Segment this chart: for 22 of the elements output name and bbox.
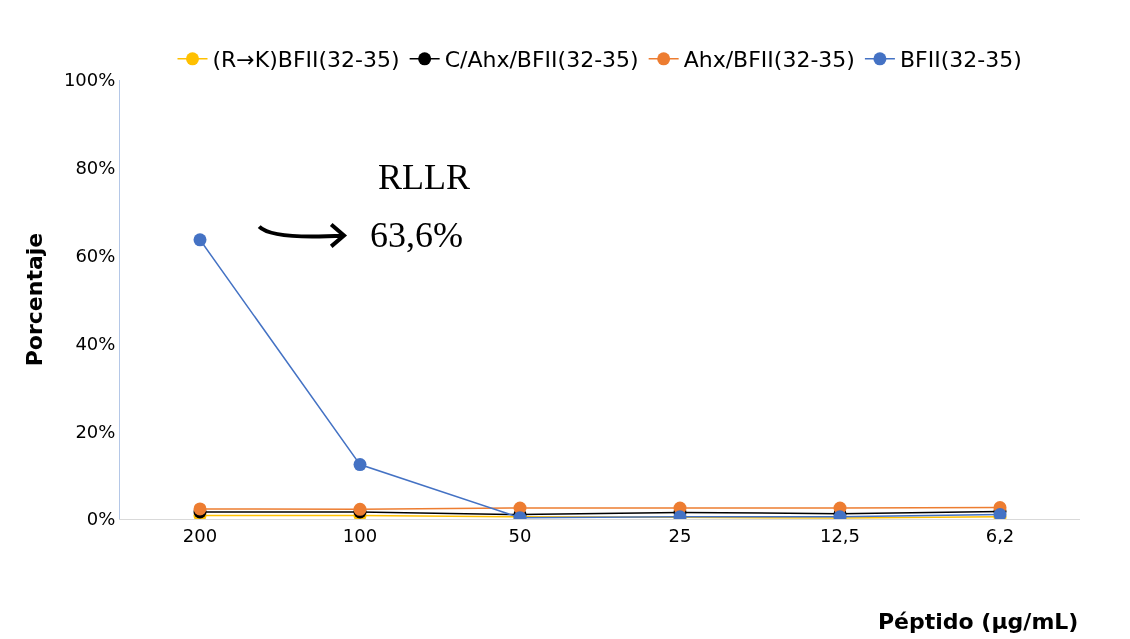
- x-axis-title: Péptido (µg/mL): [878, 609, 1079, 634]
- y-tick-label: 40%: [75, 332, 116, 354]
- x-tick-label: 6,2: [985, 524, 1015, 546]
- legend-label: C/Ahx/BFII(32-35): [444, 47, 639, 73]
- x-tick-label: 12,5: [819, 524, 861, 546]
- x-tick-label: 100: [342, 524, 378, 546]
- annotation: RLLR: [378, 157, 471, 197]
- x-tick-label: 50: [508, 524, 532, 546]
- y-tick-label: 20%: [75, 420, 116, 442]
- y-tick-label: 0%: [86, 508, 116, 530]
- y-tick-label: 60%: [75, 244, 116, 266]
- legend-label: Ahx/BFII(32-35): [683, 47, 855, 73]
- legend-label: (R→K)BFII(32-35): [212, 47, 400, 73]
- legend-label: BFII(32-35): [899, 47, 1022, 73]
- x-tick-label: 200: [182, 524, 218, 546]
- y-tick-label: 100%: [63, 69, 116, 91]
- x-tick-label: 25: [668, 524, 692, 546]
- annotation: 63,6%: [370, 215, 463, 255]
- y-tick-label: 80%: [75, 157, 116, 179]
- point: [193, 233, 207, 247]
- point: [353, 458, 367, 472]
- y-axis-title: Porcentaje: [21, 232, 47, 367]
